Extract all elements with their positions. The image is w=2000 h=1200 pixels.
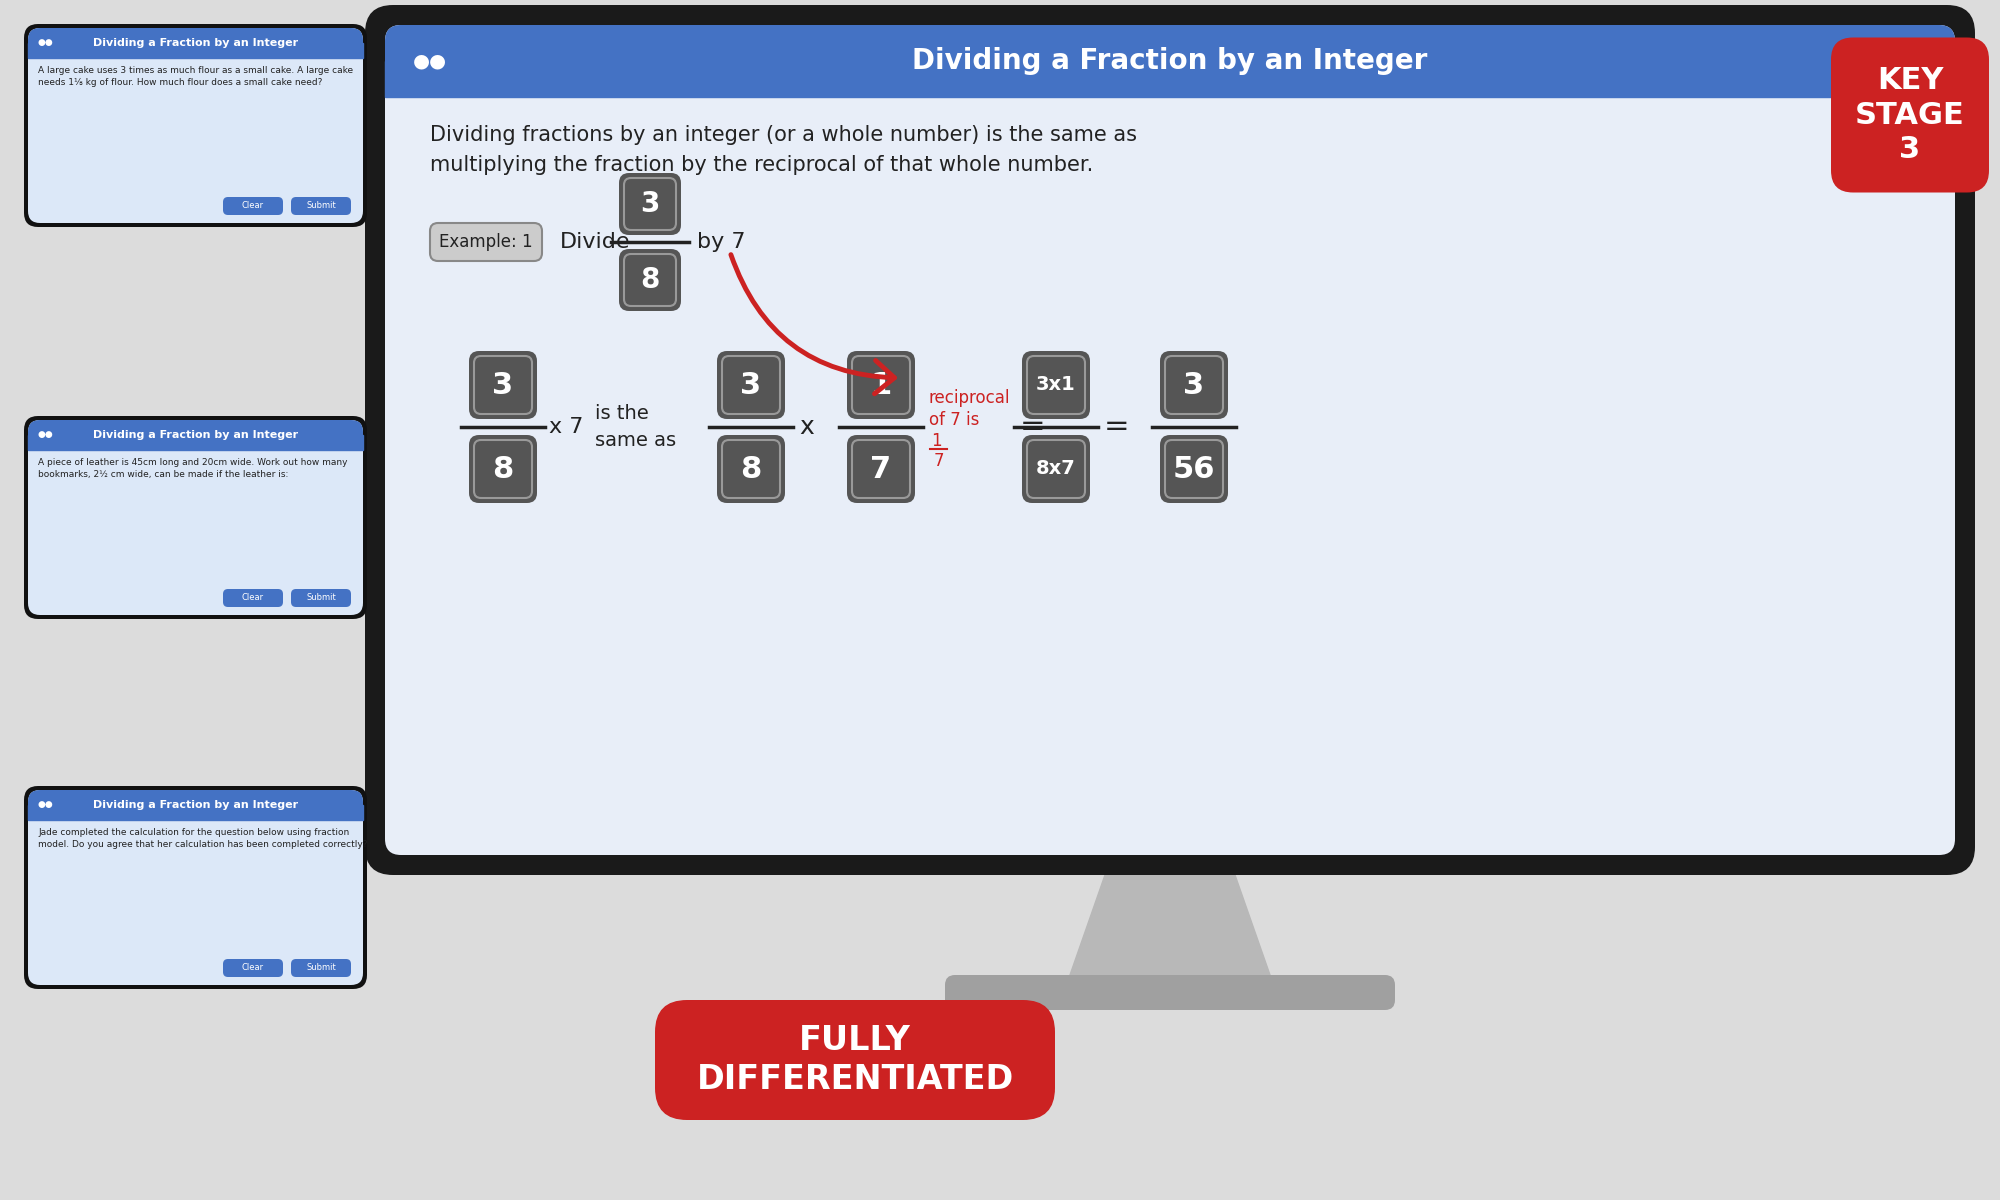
Text: FULLY
DIFFERENTIATED: FULLY DIFFERENTIATED xyxy=(696,1025,1014,1096)
Text: KEY
STAGE
3: KEY STAGE 3 xyxy=(1856,66,1964,164)
Text: 3x1: 3x1 xyxy=(1036,376,1076,395)
Text: Dividing fractions by an integer (or a whole number) is the same as
multiplying : Dividing fractions by an integer (or a w… xyxy=(430,125,1136,174)
Text: 3: 3 xyxy=(740,371,762,400)
FancyBboxPatch shape xyxy=(468,350,536,419)
Text: Clear: Clear xyxy=(242,202,264,210)
FancyBboxPatch shape xyxy=(28,420,364,450)
Text: A piece of leather is 45cm long and 20cm wide. Work out how many
bookmarks, 2½ c: A piece of leather is 45cm long and 20cm… xyxy=(38,458,348,479)
FancyBboxPatch shape xyxy=(24,24,368,227)
Text: by 7: by 7 xyxy=(698,232,746,252)
FancyBboxPatch shape xyxy=(620,173,680,235)
FancyBboxPatch shape xyxy=(1022,350,1090,419)
Text: Clear: Clear xyxy=(242,594,264,602)
FancyBboxPatch shape xyxy=(24,786,368,989)
Bar xyxy=(28,805,364,820)
Text: 1: 1 xyxy=(932,432,942,450)
Text: Dividing a Fraction by an Integer: Dividing a Fraction by an Integer xyxy=(92,38,298,48)
FancyBboxPatch shape xyxy=(292,959,352,977)
FancyBboxPatch shape xyxy=(28,28,364,223)
Text: 1: 1 xyxy=(870,371,892,400)
Text: 7: 7 xyxy=(934,452,944,470)
FancyBboxPatch shape xyxy=(1832,37,1988,192)
Text: 8: 8 xyxy=(640,266,660,294)
Text: Submit: Submit xyxy=(306,202,336,210)
Text: Dividing a Fraction by an Integer: Dividing a Fraction by an Integer xyxy=(912,47,1428,74)
Text: 8x7: 8x7 xyxy=(1036,460,1076,479)
Text: Submit: Submit xyxy=(306,964,336,972)
Bar xyxy=(384,61,1956,97)
Text: 7: 7 xyxy=(870,455,892,484)
FancyBboxPatch shape xyxy=(28,790,364,820)
Polygon shape xyxy=(1070,875,1270,974)
FancyBboxPatch shape xyxy=(1022,434,1090,503)
Text: Dividing a Fraction by an Integer: Dividing a Fraction by an Integer xyxy=(92,430,298,440)
FancyBboxPatch shape xyxy=(28,790,364,985)
FancyBboxPatch shape xyxy=(224,197,284,215)
Text: reciprocal
of 7 is: reciprocal of 7 is xyxy=(928,389,1010,430)
Text: x: x xyxy=(800,415,814,439)
FancyArrowPatch shape xyxy=(730,254,894,394)
FancyBboxPatch shape xyxy=(716,434,784,503)
FancyBboxPatch shape xyxy=(468,434,536,503)
FancyBboxPatch shape xyxy=(716,350,784,419)
FancyBboxPatch shape xyxy=(384,25,1956,97)
Text: Example: 1: Example: 1 xyxy=(440,233,532,251)
FancyBboxPatch shape xyxy=(1160,350,1228,419)
FancyBboxPatch shape xyxy=(1160,434,1228,503)
FancyBboxPatch shape xyxy=(224,959,284,977)
Text: 3: 3 xyxy=(640,190,660,218)
Text: 56: 56 xyxy=(1172,455,1216,484)
Text: =: = xyxy=(1104,413,1130,442)
FancyBboxPatch shape xyxy=(620,248,680,311)
FancyBboxPatch shape xyxy=(848,434,916,503)
FancyBboxPatch shape xyxy=(24,416,368,619)
Bar xyxy=(28,434,364,450)
Text: ●●: ●● xyxy=(38,431,54,439)
Text: Dividing a Fraction by an Integer: Dividing a Fraction by an Integer xyxy=(92,800,298,810)
Text: Clear: Clear xyxy=(242,964,264,972)
Text: 3: 3 xyxy=(1184,371,1204,400)
FancyBboxPatch shape xyxy=(430,223,542,260)
FancyBboxPatch shape xyxy=(946,974,1396,1010)
Text: A large cake uses 3 times as much flour as a small cake. A large cake
needs 1⅛ k: A large cake uses 3 times as much flour … xyxy=(38,66,354,86)
Text: =: = xyxy=(1020,413,1046,442)
Text: 3: 3 xyxy=(492,371,514,400)
FancyBboxPatch shape xyxy=(848,350,916,419)
FancyBboxPatch shape xyxy=(28,28,364,58)
FancyBboxPatch shape xyxy=(384,25,1956,854)
Text: ●●: ●● xyxy=(38,38,54,48)
FancyBboxPatch shape xyxy=(28,420,364,614)
FancyBboxPatch shape xyxy=(656,1000,1056,1120)
Text: is the
same as: is the same as xyxy=(596,404,676,450)
FancyBboxPatch shape xyxy=(224,589,284,607)
FancyBboxPatch shape xyxy=(292,589,352,607)
Text: Divide: Divide xyxy=(560,232,630,252)
Text: Submit: Submit xyxy=(306,594,336,602)
Text: x 7: x 7 xyxy=(548,416,584,437)
Text: Jade completed the calculation for the question below using fraction
model. Do y: Jade completed the calculation for the q… xyxy=(38,828,368,848)
Text: 8: 8 xyxy=(740,455,762,484)
Bar xyxy=(28,43,364,58)
FancyBboxPatch shape xyxy=(364,5,1976,875)
Text: ●●: ●● xyxy=(414,52,448,71)
Text: 8: 8 xyxy=(492,455,514,484)
FancyBboxPatch shape xyxy=(292,197,352,215)
Text: ●●: ●● xyxy=(38,800,54,810)
